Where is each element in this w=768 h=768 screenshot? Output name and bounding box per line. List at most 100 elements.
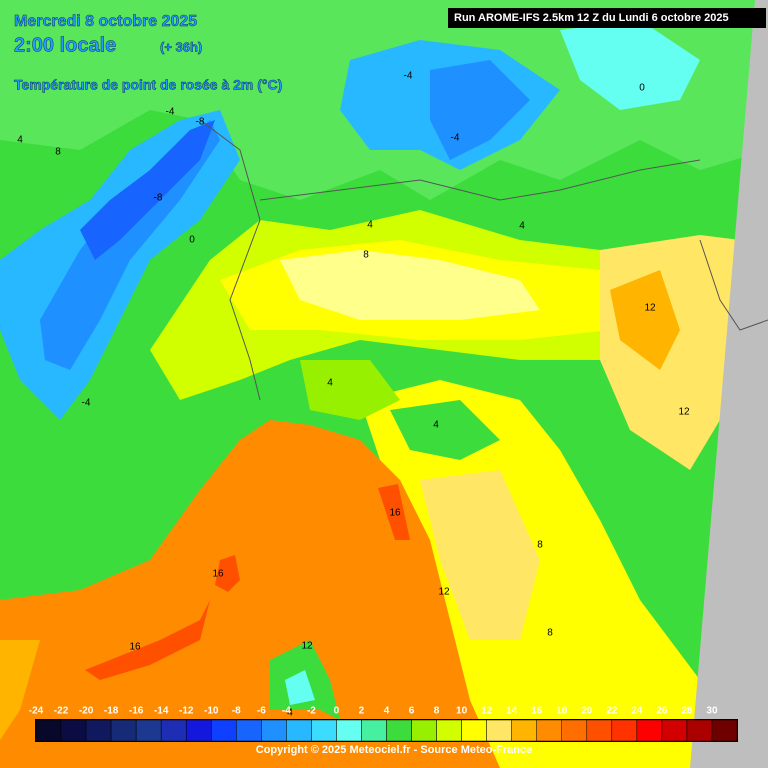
contour-label: 4: [433, 420, 439, 431]
ligurian-sea: [0, 420, 500, 768]
colorbar-cell: [185, 719, 212, 742]
contour-label: 12: [301, 641, 313, 652]
run: Run AROME-IFS 2.5km 12 Z du Lundi 6 octo…: [454, 12, 729, 24]
colorbar-cell: [711, 719, 738, 742]
colorbar-cell: [611, 719, 638, 742]
contour-label: 16: [129, 642, 141, 653]
run-box: [448, 8, 766, 28]
apennine-green: [300, 360, 400, 420]
legend-label: 12: [481, 706, 493, 717]
legend-label: -8: [232, 706, 241, 717]
legend-label: 6: [409, 706, 415, 717]
border: [199, 119, 261, 401]
legend-label: -4: [282, 706, 291, 717]
sea-warm-1: [85, 600, 210, 680]
apennine-green-2: [390, 400, 500, 460]
border: [699, 239, 768, 331]
legend-label: -20: [79, 706, 94, 717]
colorbar-cell: [85, 719, 112, 742]
contour-label: 8: [537, 540, 543, 551]
legend-label: 10: [456, 706, 468, 717]
colorbar-cell: [35, 719, 62, 742]
lead: (+ 36h): [160, 39, 202, 54]
legend-label: 8: [434, 706, 440, 717]
legend-label: -2: [307, 706, 316, 717]
colorbar-cell: [211, 719, 237, 742]
colorbar-cell: [160, 719, 187, 742]
corsica-peak: [285, 670, 315, 705]
contour-label: 4: [327, 378, 333, 389]
colorbar-cell: [536, 719, 563, 742]
contour-label: 12: [644, 303, 656, 314]
colorbar-cell: [286, 719, 312, 742]
legend-label: 18: [556, 706, 568, 717]
colorbar-cell: [661, 719, 688, 742]
contour-label: 4: [17, 135, 23, 146]
contour-label: -4: [166, 107, 175, 118]
no-data-area: [690, 0, 768, 768]
legend-label: -22: [54, 706, 69, 717]
colorbar-cell: [236, 719, 262, 742]
sea-west: [0, 640, 40, 740]
contour-label: 0: [639, 83, 645, 94]
contour-label: 12: [438, 587, 450, 598]
copyright: Copyright © 2025 Meteociel.fr - Source M…: [256, 744, 532, 756]
legend-label: -16: [129, 706, 144, 717]
legend-label: 20: [581, 706, 593, 717]
legend-label: 16: [531, 706, 543, 717]
colorbar-cell: [561, 719, 588, 742]
colorbar-cell: [586, 719, 613, 742]
legend-label: 2: [359, 706, 365, 717]
contour-label: -8: [154, 193, 163, 204]
contour-label: 4: [287, 708, 293, 719]
contour-label: 8: [55, 147, 61, 158]
legend-label: -24: [29, 706, 44, 717]
colorbar-cell: [261, 719, 287, 742]
colorbar-cell: [486, 719, 512, 742]
legend-label: -14: [154, 706, 169, 717]
sea-warm-2: [215, 555, 240, 592]
border: [259, 159, 701, 201]
colorbar-cell: [135, 719, 162, 742]
colorbar-cell: [311, 719, 337, 742]
contour-label: -4: [82, 398, 91, 409]
legend-label: 0: [334, 706, 340, 717]
legend-label: 4: [384, 706, 390, 717]
colorbar-cell: [436, 719, 462, 742]
alps-central-cold: [430, 60, 530, 160]
colorbar-cell: [636, 719, 663, 742]
contour-label: -8: [196, 117, 205, 128]
contour-label: 16: [389, 508, 401, 519]
legend-label: 26: [656, 706, 668, 717]
contour-label: 4: [367, 220, 373, 231]
colorbar-cell: [336, 719, 362, 742]
time: 2:00 locale: [14, 34, 116, 56]
legend-label: -6: [257, 706, 266, 717]
sea-warm-3: [378, 484, 410, 540]
legend-label: -18: [104, 706, 119, 717]
contour-label: 0: [189, 235, 195, 246]
legend-label: 28: [681, 706, 693, 717]
colorbar-cell: [411, 719, 437, 742]
legend-label: -10: [204, 706, 219, 717]
alps-east: [560, 20, 700, 110]
alps-west-core: [80, 120, 215, 260]
colorbar-cell: [511, 719, 537, 742]
colorbar-cell: [386, 719, 412, 742]
po-valley-center: [280, 250, 540, 320]
legend-label: 14: [506, 706, 518, 717]
contour-label: 4: [519, 221, 525, 232]
legend-label: 24: [631, 706, 643, 717]
contour-label: 16: [212, 569, 224, 580]
colorbar-cell: [461, 719, 487, 742]
legend-label: -12: [179, 706, 194, 717]
legend: -24 -22 -20 -18 -16 -14 -12 -10 -8 -6 -4 -2 0 2 4 6 8 10 1…: [29, 706, 738, 742]
colorbar-cell: [110, 719, 137, 742]
contour-label: 12: [678, 407, 690, 418]
contour-label: -4: [451, 133, 460, 144]
colorbar-cell: [686, 719, 713, 742]
adriatic-warm: [610, 270, 680, 370]
